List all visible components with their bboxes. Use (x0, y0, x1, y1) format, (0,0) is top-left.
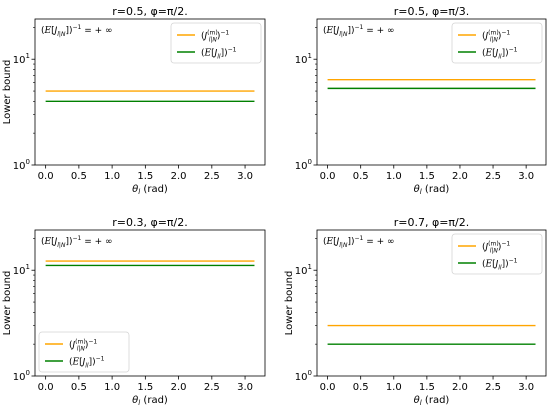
annotation-infinity: (E[Jl|N])−1 = + ∞ (323, 24, 395, 38)
subplot-4: r=0.7, φ=π/2. 100 101 0.0 0.5 1.0 1.5 2.0 2.5 3.0… (284, 216, 547, 407)
x-tick-label: 0.0 (320, 382, 336, 393)
y-axis-label: Lower bound (2, 271, 13, 336)
plot-frame (316, 229, 547, 377)
x-tick-label: 1.0 (104, 171, 120, 182)
x-tick-label: 1.5 (419, 171, 435, 182)
x-tick-label: 0.0 (320, 171, 336, 182)
y-tick-label: 101 (13, 263, 30, 277)
legend-box (170, 22, 262, 64)
legend-box (451, 233, 543, 275)
x-tick-label: 1.0 (386, 382, 402, 393)
legend-entry-jlN: (J(m) l|N)−1 (201, 30, 229, 44)
x-tick-label: 1.5 (419, 382, 435, 393)
x-tick-label: 2.5 (485, 171, 501, 182)
x-tick-label: 2.5 (204, 382, 220, 393)
x-tick-label: 2.0 (171, 382, 187, 393)
y-tick-label: 100 (295, 158, 312, 172)
annotation-infinity: (E[Jl|N])−1 = + ∞ (41, 24, 113, 38)
x-tick-label: 2.0 (452, 171, 468, 182)
x-tick-label: 1.5 (137, 382, 153, 393)
legend-box (38, 331, 130, 373)
y-tick-label: 100 (295, 369, 312, 383)
x-tick-label: 2.5 (485, 382, 501, 393)
legend-entry-ejll: (E[Jll])−1 (482, 47, 518, 61)
x-tick-label: 0.5 (71, 171, 87, 182)
legend-entry-jlN: (J(m) l|N)−1 (482, 241, 510, 255)
legend-entry-jlN: (J(m) l|N)−1 (482, 30, 510, 44)
subplot-title: r=0.3, φ=π/2. (112, 216, 188, 229)
y-axis-label: Lower bound (284, 271, 295, 336)
subplot-title: r=0.7, φ=π/2. (394, 216, 470, 229)
plot-frame (316, 18, 547, 166)
subplot-title: r=0.5, φ=π/3. (394, 5, 470, 18)
annotation-infinity: (E[Jl|N])−1 = + ∞ (323, 235, 395, 249)
x-tick-label: 3.0 (518, 382, 534, 393)
x-tick-label: 1.0 (386, 171, 402, 182)
legend-box (451, 22, 543, 64)
legend-entry-ejll: (E[Jll])−1 (482, 258, 518, 272)
legend-entry-ejll: (E[Jll])−1 (69, 356, 105, 370)
x-tick-label: 3.0 (518, 171, 534, 182)
x-tick-label: 0.0 (38, 382, 54, 393)
annotation-infinity: (E[Jl|N])−1 = + ∞ (41, 235, 113, 249)
x-tick-label: 2.0 (171, 171, 187, 182)
plot-frame (34, 229, 266, 377)
y-tick-label: 100 (13, 369, 30, 383)
subplot-1: r=0.5, φ=π/2. 100 101 0.0 0.5 1.0 1.5 2.0 2.5 3.0… (2, 5, 266, 196)
x-tick-label: 0.5 (71, 382, 87, 393)
legend-entry-jlN: (J(m) l|N)−1 (69, 339, 97, 353)
plot-frame (34, 18, 266, 166)
y-tick-label: 101 (295, 263, 312, 277)
subplot-3: r=0.3, φ=π/2. 100 101 0.0 0.5 1.0 1.5 2.0 2.5 3.0… (2, 216, 266, 407)
x-axis-label: θl (rad) (132, 395, 168, 407)
x-tick-label: 2.0 (452, 382, 468, 393)
x-axis-label: θl (rad) (414, 395, 450, 407)
x-axis-label: θl (rad) (414, 184, 450, 196)
x-tick-label: 2.5 (204, 171, 220, 182)
x-tick-label: 3.0 (237, 382, 253, 393)
subplot-title: r=0.5, φ=π/2. (112, 5, 188, 18)
y-axis-label: Lower bound (2, 60, 13, 125)
subplot-2: r=0.5, φ=π/3. 100 101 0.0 0.5 1.0 1.5 2.0 2.5 3.0… (295, 5, 547, 196)
x-tick-label: 3.0 (237, 171, 253, 182)
y-tick-label: 101 (295, 52, 312, 66)
x-tick-label: 1.5 (137, 171, 153, 182)
y-tick-label: 101 (13, 52, 30, 66)
x-axis-label: θl (rad) (132, 184, 168, 196)
x-tick-label: 0.5 (353, 382, 369, 393)
y-tick-label: 100 (13, 158, 30, 172)
x-tick-label: 1.0 (104, 382, 120, 393)
legend-entry-ejll: (E[Jll])−1 (201, 47, 237, 61)
x-tick-label: 0.5 (353, 171, 369, 182)
x-tick-label: 0.0 (38, 171, 54, 182)
